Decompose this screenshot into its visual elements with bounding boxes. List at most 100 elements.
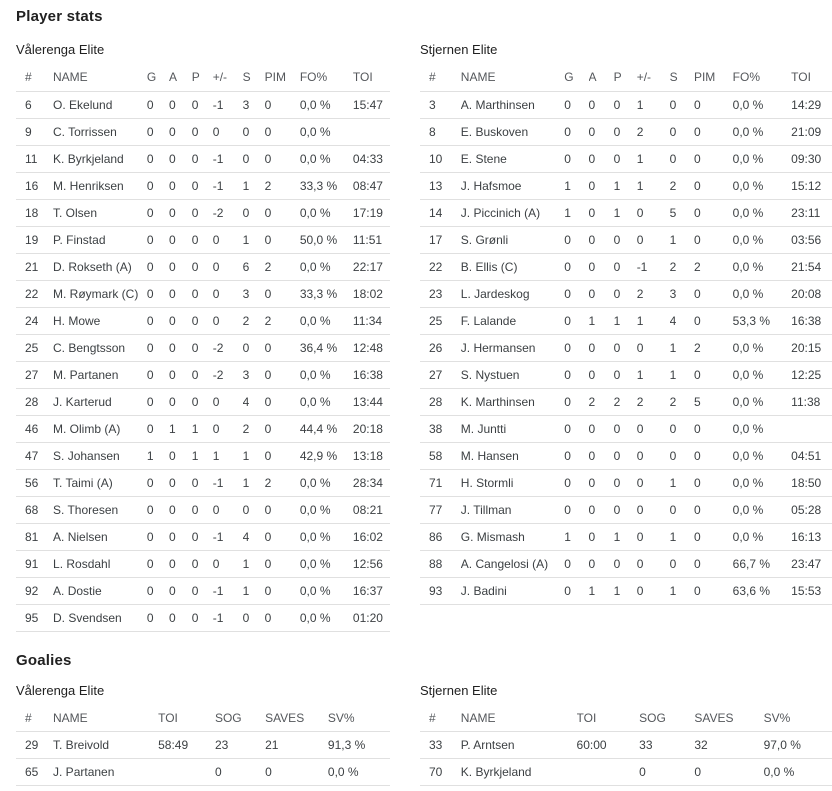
cell: 1 <box>242 577 265 605</box>
cell: M. Henriksen <box>53 172 147 200</box>
cell: 0 <box>636 415 670 443</box>
cell: 0,0 % <box>732 91 792 119</box>
cell: 1 <box>564 523 589 551</box>
cell: 0 <box>564 469 589 497</box>
cell: 0 <box>191 253 213 281</box>
cell: 2 <box>669 388 694 416</box>
table-row: 93 J. Badini 0 1 1 0 1 0 63,6 % 15:53 <box>420 577 832 605</box>
cell: 9 <box>16 118 54 146</box>
table-row: 13 J. Hafsmoe 1 0 1 1 2 0 0,0 % 15:12 <box>420 172 832 200</box>
cell: 2 <box>693 334 733 362</box>
cell: L. Rosdahl <box>53 550 147 578</box>
table-row: 3 A. Marthinsen 0 0 0 1 0 0 0,0 % 14:29 <box>420 91 832 119</box>
cell: 0 <box>168 280 192 308</box>
cell: 50,0 % <box>299 226 353 254</box>
header-row: # NAME TOI SOG SAVES SV% <box>16 704 390 732</box>
cell: 21 <box>16 253 54 281</box>
cell: 0,0 % <box>732 199 792 227</box>
cell: 92 <box>16 577 54 605</box>
cell: 0 <box>212 307 243 335</box>
table-head: # NAME TOI SOG SAVES SV% <box>420 704 832 732</box>
cell: -1 <box>212 523 243 551</box>
cell: 0 <box>168 577 192 605</box>
cell: 16 <box>16 172 54 200</box>
table-row: 92 A. Dostie 0 0 0 -1 1 0 0,0 % 16:37 <box>16 577 390 605</box>
cell: J. Badini <box>460 577 565 605</box>
cell: M. Partanen <box>53 361 147 389</box>
cell: 15:47 <box>352 91 390 119</box>
cell: 58 <box>420 442 461 470</box>
cell: 0,0 % <box>299 253 353 281</box>
cell: 0 <box>168 172 192 200</box>
goalie-team-name-home: Vålerenga Elite <box>16 682 105 698</box>
cell: 6 <box>16 91 54 119</box>
table-row: 25 F. Lalande 0 1 1 1 4 0 53,3 % 16:38 <box>420 307 832 335</box>
cell: -1 <box>212 91 243 119</box>
cell: 13 <box>420 172 461 200</box>
goalies-section: Goalies Vålerenga Elite # NAME TOI SOG SAVES… <box>16 652 832 786</box>
table-row: 33 P. Arntsen 60:00 33 32 97,0 % <box>420 731 832 759</box>
cell: 0 <box>168 388 192 416</box>
cell: 0 <box>168 253 192 281</box>
cell: 0,0 % <box>299 523 353 551</box>
cell: 14 <box>420 199 461 227</box>
cell: 0 <box>168 550 192 578</box>
cell: 13:44 <box>352 388 390 416</box>
cell: 0 <box>588 469 614 497</box>
column-header: G <box>146 64 169 92</box>
cell: 1 <box>242 550 265 578</box>
cell: 14:29 <box>791 91 832 119</box>
cell: 0 <box>264 523 300 551</box>
cell: 1 <box>191 442 213 470</box>
cell: M. Olimb (A) <box>53 415 147 443</box>
cell: 0 <box>669 442 694 470</box>
cell: 0 <box>564 496 589 524</box>
cell: 0 <box>564 550 589 578</box>
cell: -1 <box>212 172 243 200</box>
cell: 0,0 % <box>732 280 792 308</box>
cell: -2 <box>212 361 243 389</box>
goalie-team-name-away: Stjernen Elite <box>420 682 498 698</box>
cell: 1 <box>242 442 265 470</box>
cell: J. Tillman <box>460 496 565 524</box>
cell: 23:47 <box>791 550 832 578</box>
cell: 0,0 % <box>732 496 792 524</box>
cell: 0,0 % <box>732 226 792 254</box>
cell: 0 <box>168 199 192 227</box>
cell: 0 <box>212 280 243 308</box>
cell: 0 <box>588 415 614 443</box>
cell: 0 <box>636 442 670 470</box>
cell: 0 <box>264 199 300 227</box>
cell: 0 <box>191 145 213 173</box>
cell: 0 <box>564 91 589 119</box>
table-row: 65 J. Partanen 0 0 0,0 % <box>16 758 390 786</box>
table-row: 28 J. Karterud 0 0 0 0 4 0 0,0 % 13:44 <box>16 388 390 416</box>
cell: 0 <box>168 307 192 335</box>
cell: 0 <box>694 758 764 786</box>
cell: 0 <box>212 226 243 254</box>
cell: 58:49 <box>158 731 215 759</box>
cell: 0 <box>613 361 637 389</box>
cell: 2 <box>636 280 670 308</box>
cell: 25 <box>16 334 54 362</box>
cell: 0 <box>146 280 169 308</box>
cell: 0,0 % <box>327 758 390 786</box>
cell: 19 <box>16 226 54 254</box>
cell: 0 <box>191 604 213 632</box>
cell: 0 <box>693 469 733 497</box>
cell: 88 <box>420 550 461 578</box>
cell: 0 <box>588 280 614 308</box>
table-row: 29 T. Breivold 58:49 23 21 91,3 % <box>16 731 390 759</box>
column-header: TOI <box>791 64 832 92</box>
cell: 0 <box>264 361 300 389</box>
cell: S. Johansen <box>53 442 147 470</box>
cell: 0 <box>191 361 213 389</box>
cell: 0 <box>264 280 300 308</box>
column-header: FO% <box>732 64 792 92</box>
player-stats-heading: Player stats <box>16 8 103 25</box>
cell: 0 <box>613 145 637 173</box>
cell: 2 <box>669 253 694 281</box>
table-row: 25 C. Bengtsson 0 0 0 -2 0 0 36,4 % 12:48 <box>16 334 390 362</box>
cell: 0 <box>146 523 169 551</box>
cell: 0 <box>191 388 213 416</box>
